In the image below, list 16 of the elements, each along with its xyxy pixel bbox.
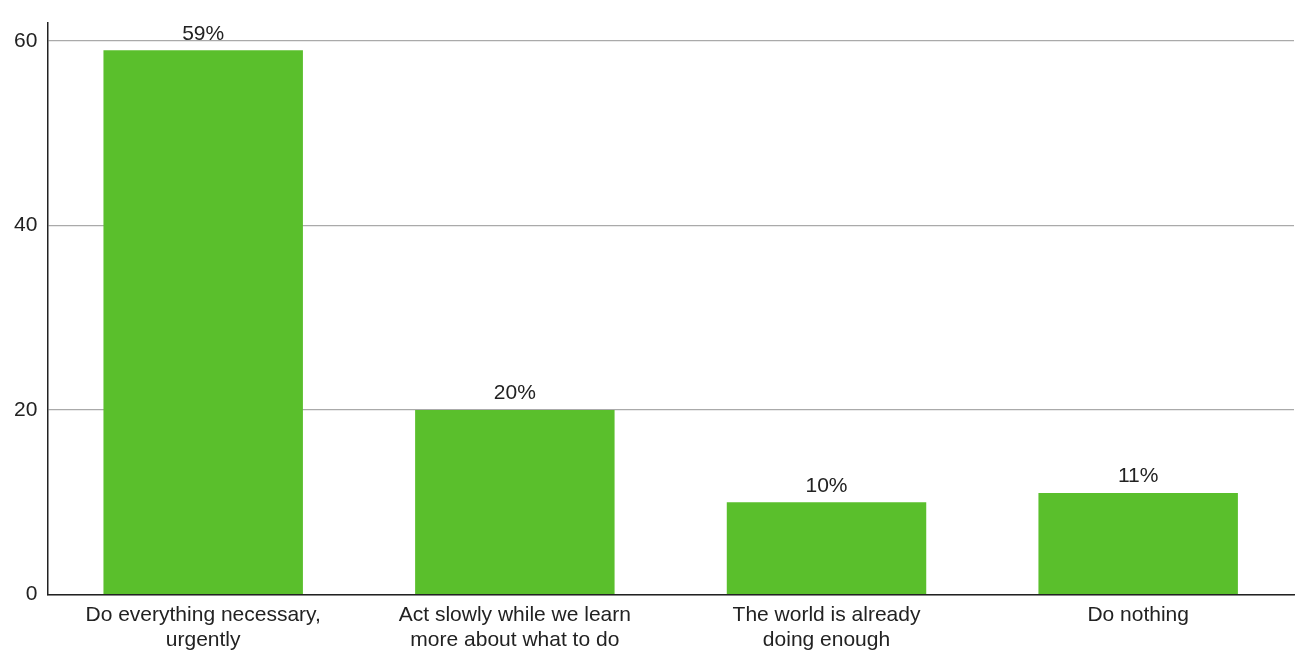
y-tick-label: 20 — [14, 396, 38, 420]
y-tick-label: 60 — [14, 27, 38, 51]
data-label: 10% — [805, 472, 848, 496]
x-tick-label: Do everything necessary, urgently — [85, 602, 321, 651]
bar — [1038, 493, 1238, 594]
y-tick-label: 0 — [25, 581, 38, 605]
x-tick-label: Do nothing — [1087, 602, 1189, 625]
bar — [726, 502, 927, 594]
x-tick-label: Act slowly while we learn more about what to do — [398, 602, 631, 651]
bar — [103, 50, 303, 594]
bar — [415, 410, 615, 594]
x-tick-label: The world is already doing enough — [732, 602, 921, 651]
y-tick-label: 40 — [14, 212, 38, 236]
data-label: 11% — [1117, 463, 1159, 487]
data-label: 20% — [493, 380, 536, 404]
data-label: 59% — [182, 20, 225, 44]
